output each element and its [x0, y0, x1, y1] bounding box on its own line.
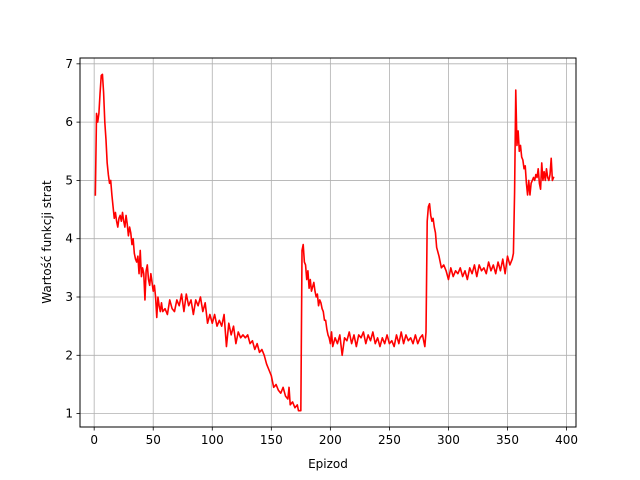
x-tick-label: 250	[378, 433, 401, 447]
x-tick-label: 150	[260, 433, 283, 447]
y-tick-label: 5	[65, 173, 73, 187]
plot-frame	[79, 57, 577, 428]
x-tick-label: 0	[90, 433, 98, 447]
series-layer	[94, 73, 555, 412]
series-line	[94, 73, 555, 412]
grid	[80, 58, 576, 427]
y-tick-label: 1	[65, 407, 73, 421]
x-axis-label: Epizod	[308, 457, 348, 471]
y-tick-label: 7	[65, 57, 73, 71]
y-tick-label: 2	[65, 348, 73, 362]
y-axis-ticks: 1 2 3 4 5 6 7	[65, 57, 80, 421]
x-tick-label: 50	[146, 433, 161, 447]
y-tick-label: 4	[65, 232, 73, 246]
x-tick-label: 100	[201, 433, 224, 447]
x-tick-label: 200	[319, 433, 342, 447]
y-tick-label: 3	[65, 290, 73, 304]
x-tick-label: 400	[555, 433, 578, 447]
plot-area	[80, 58, 576, 427]
x-tick-label: 350	[496, 433, 519, 447]
y-axis-label: Wartość funkcji strat	[40, 180, 54, 304]
y-tick-label: 6	[65, 115, 73, 129]
x-axis-ticks: 0 50 100 150 200 250 300 350 400	[90, 427, 578, 447]
x-tick-label: 300	[437, 433, 460, 447]
